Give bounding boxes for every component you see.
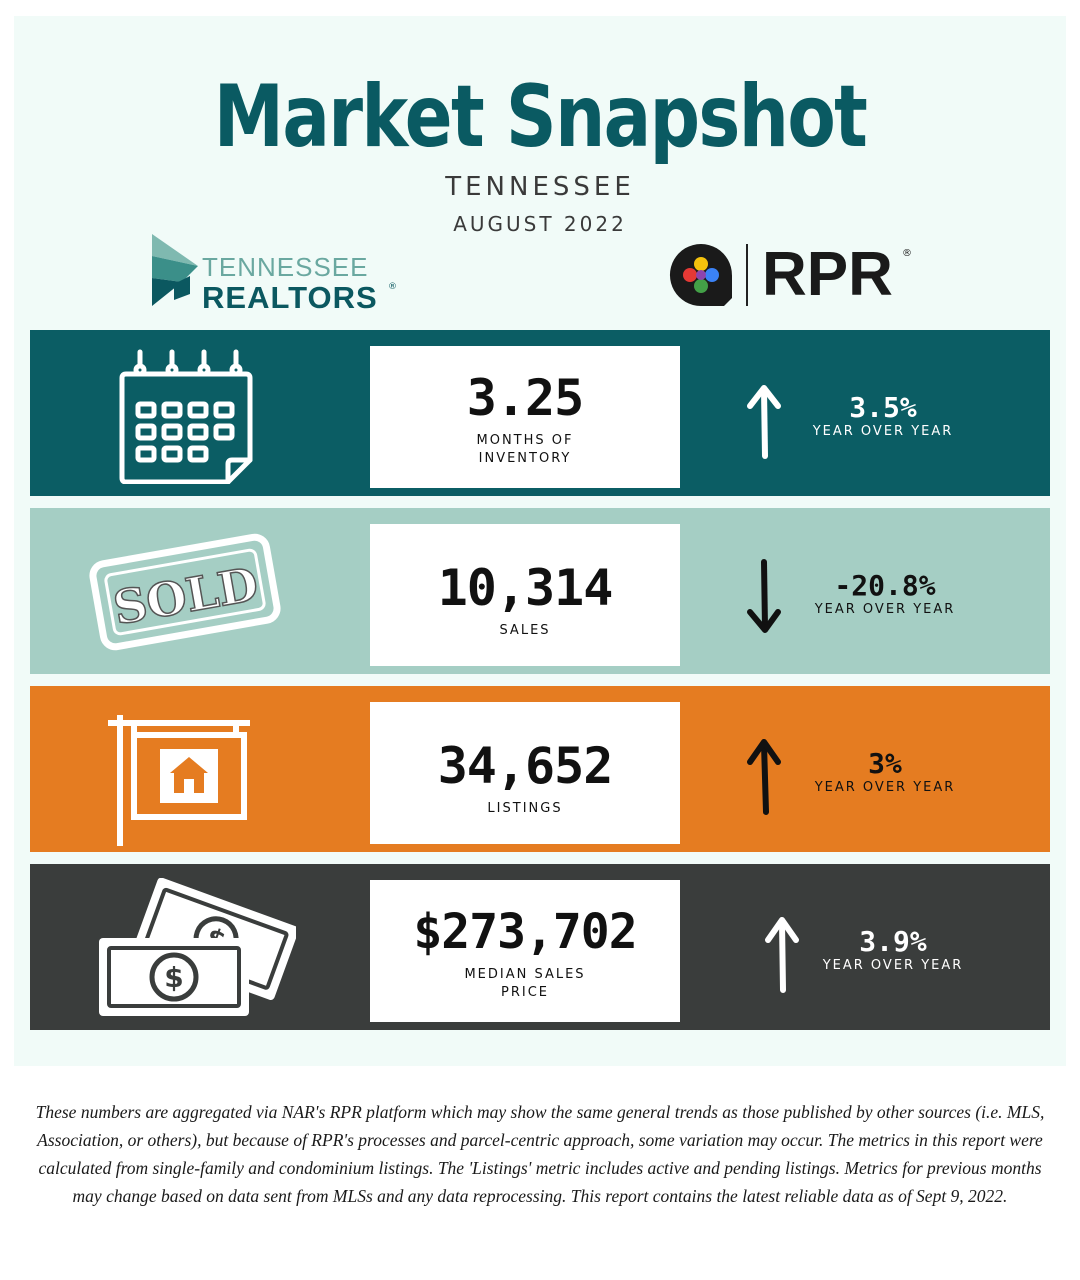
metric-label-line: INVENTORY (478, 451, 572, 466)
house-sign-icon (108, 715, 250, 846)
metric-change-value: 3% (868, 747, 902, 780)
calendar-icon (119, 349, 253, 484)
arrow-up-icon (747, 385, 781, 459)
metric-change-value: -20.8% (834, 569, 936, 602)
metric-label-line: SALES (499, 623, 551, 638)
state-subtitle: TENNESSEE (445, 172, 635, 202)
metric-change-value: 3.5% (849, 391, 917, 424)
metric-row-sales: SOLD 10,314 SALES -20.8% YEAR OVER YEAR (30, 508, 1050, 674)
metric-row-price: $ $ $273,702 MEDIAN SALES PRICE 3.9% YEA… (30, 864, 1050, 1030)
metric-change-listings: 3% YEAR OVER YEAR (800, 748, 970, 796)
metric-value: 10,314 (437, 559, 614, 617)
tennessee-realtors-registered: ® (388, 282, 397, 292)
metric-change-price: 3.9% YEAR OVER YEAR (808, 926, 978, 974)
rpr-logo: RPR ® (666, 240, 916, 310)
metric-card-inventory: 3.25 MONTHS OF INVENTORY (370, 346, 680, 488)
metric-label-line: MEDIAN SALES (464, 967, 586, 982)
money-icon: $ $ (99, 878, 296, 1016)
metric-label: SALES (370, 622, 680, 640)
page-title: Market Snapshot (213, 67, 868, 167)
tennessee-realtors-line2: REALTORS (202, 280, 378, 315)
metric-change-inventory: 3.5% YEAR OVER YEAR (798, 392, 968, 440)
tennessee-realtors-logo: TENNESSEE REALTORS ® (150, 232, 400, 318)
methodology-note: These numbers are aggregated via NAR's R… (35, 1102, 1045, 1206)
metric-row-listings: 34,652 LISTINGS 3% YEAR OVER YEAR (30, 686, 1050, 852)
rpr-wordmark: RPR (762, 240, 893, 309)
metric-value: 34,652 (437, 737, 614, 795)
metric-label: MONTHS OF INVENTORY (370, 432, 680, 468)
metric-change-label: YEAR OVER YEAR (814, 780, 956, 795)
metric-label: LISTINGS (370, 800, 680, 818)
metric-card-listings: 34,652 LISTINGS (370, 702, 680, 844)
sold-stamp-icon: SOLD (89, 533, 281, 651)
metric-change-sales: -20.8% YEAR OVER YEAR (800, 570, 970, 618)
metric-label-line: PRICE (501, 985, 549, 1000)
metric-change-value: 3.9% (859, 925, 927, 958)
metric-change-label: YEAR OVER YEAR (822, 958, 964, 973)
metric-change-label: YEAR OVER YEAR (814, 602, 956, 617)
report-date: AUGUST 2022 (453, 212, 627, 236)
arrow-up-icon (765, 917, 799, 993)
arrow-up-icon (747, 739, 781, 815)
metric-label-line: MONTHS OF (476, 433, 574, 448)
tennessee-realtors-mark-icon (152, 234, 198, 306)
arrow-down-icon (747, 559, 781, 633)
metric-change-label: YEAR OVER YEAR (812, 424, 954, 439)
rpr-mark-icon (669, 244, 732, 306)
metric-label-line: LISTINGS (487, 801, 563, 816)
metric-row-inventory: 3.25 MONTHS OF INVENTORY 3.5% YEAR OVER … (30, 330, 1050, 496)
tennessee-realtors-line1: TENNESSEE (202, 252, 369, 282)
rpr-divider (746, 244, 748, 306)
metric-card-price: $273,702 MEDIAN SALES PRICE (370, 880, 680, 1022)
metric-card-sales: 10,314 SALES (370, 524, 680, 666)
metric-value: 3.25 (466, 369, 584, 427)
svg-text:$: $ (164, 961, 183, 994)
rpr-registered: ® (902, 248, 912, 259)
metric-value: $273,702 (413, 904, 637, 960)
metric-label: MEDIAN SALES PRICE (370, 966, 680, 1002)
